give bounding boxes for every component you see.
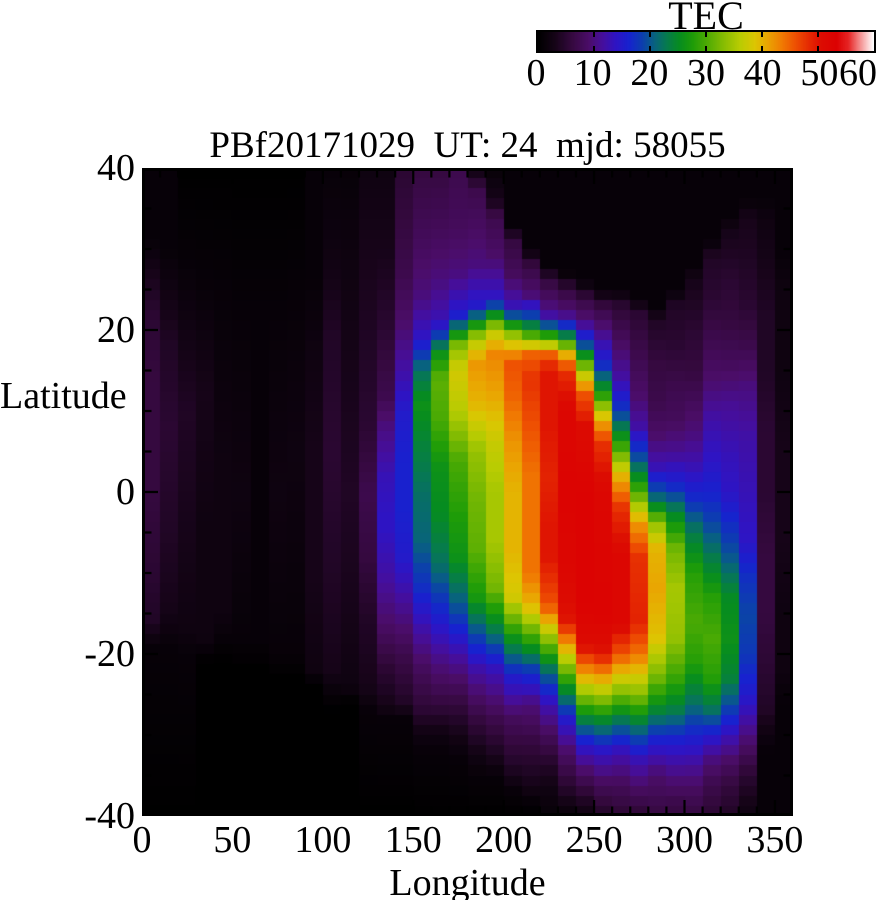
x-tick-label: 150 [384, 819, 442, 861]
x-axis-label: Longitude [389, 862, 546, 900]
x-tick-label: 100 [294, 819, 352, 861]
x-tick-label: 50 [213, 819, 252, 861]
heatmap-canvas [142, 168, 793, 816]
colorbar-tick-mark [705, 32, 707, 37]
y-tick-label: 0 [116, 471, 135, 513]
colorbar-tick-label: 20 [630, 52, 669, 94]
axes-frame [142, 168, 793, 816]
x-tick-label: 300 [656, 819, 713, 861]
colorbar-tick-label: 10 [573, 52, 612, 94]
plot-title: PBf20171029 UT: 24 mjd: 58055 [209, 125, 726, 166]
colorbar-tick-label: 0 [526, 52, 546, 94]
colorbar-tick-mark [761, 32, 763, 37]
colorbar-tick-mark [593, 32, 595, 37]
colorbar-tick-mark [705, 46, 707, 51]
colorbar-tick-mark [761, 46, 763, 51]
colorbar-title: TEC [668, 0, 744, 38]
x-tick-label: 350 [746, 819, 804, 861]
colorbar-tick-label: 40 [743, 52, 782, 94]
colorbar-tick-mark [593, 46, 595, 51]
colorbar-tick-mark [649, 46, 651, 51]
x-tick-label: 200 [475, 819, 533, 861]
colorbar-tick-label: 30 [687, 52, 725, 94]
colorbar-tick-mark [817, 46, 819, 51]
colorbar-tick-mark [817, 32, 819, 37]
y-tick-label: 40 [97, 147, 135, 189]
colorbar-gradient [538, 32, 874, 51]
x-tick-label: 0 [132, 819, 152, 861]
colorbar [536, 30, 876, 53]
plot-area [142, 168, 793, 816]
y-tick-label: -40 [84, 795, 135, 837]
colorbar-tick-label: 50 [800, 52, 839, 94]
x-tick-label: 250 [565, 819, 623, 861]
y-tick-label: 20 [97, 309, 135, 351]
y-tick-label: -20 [84, 633, 135, 675]
colorbar-tick-label: 60 [839, 52, 877, 94]
colorbar-tick-mark [649, 32, 651, 37]
y-axis-label: Latitude [0, 375, 127, 417]
